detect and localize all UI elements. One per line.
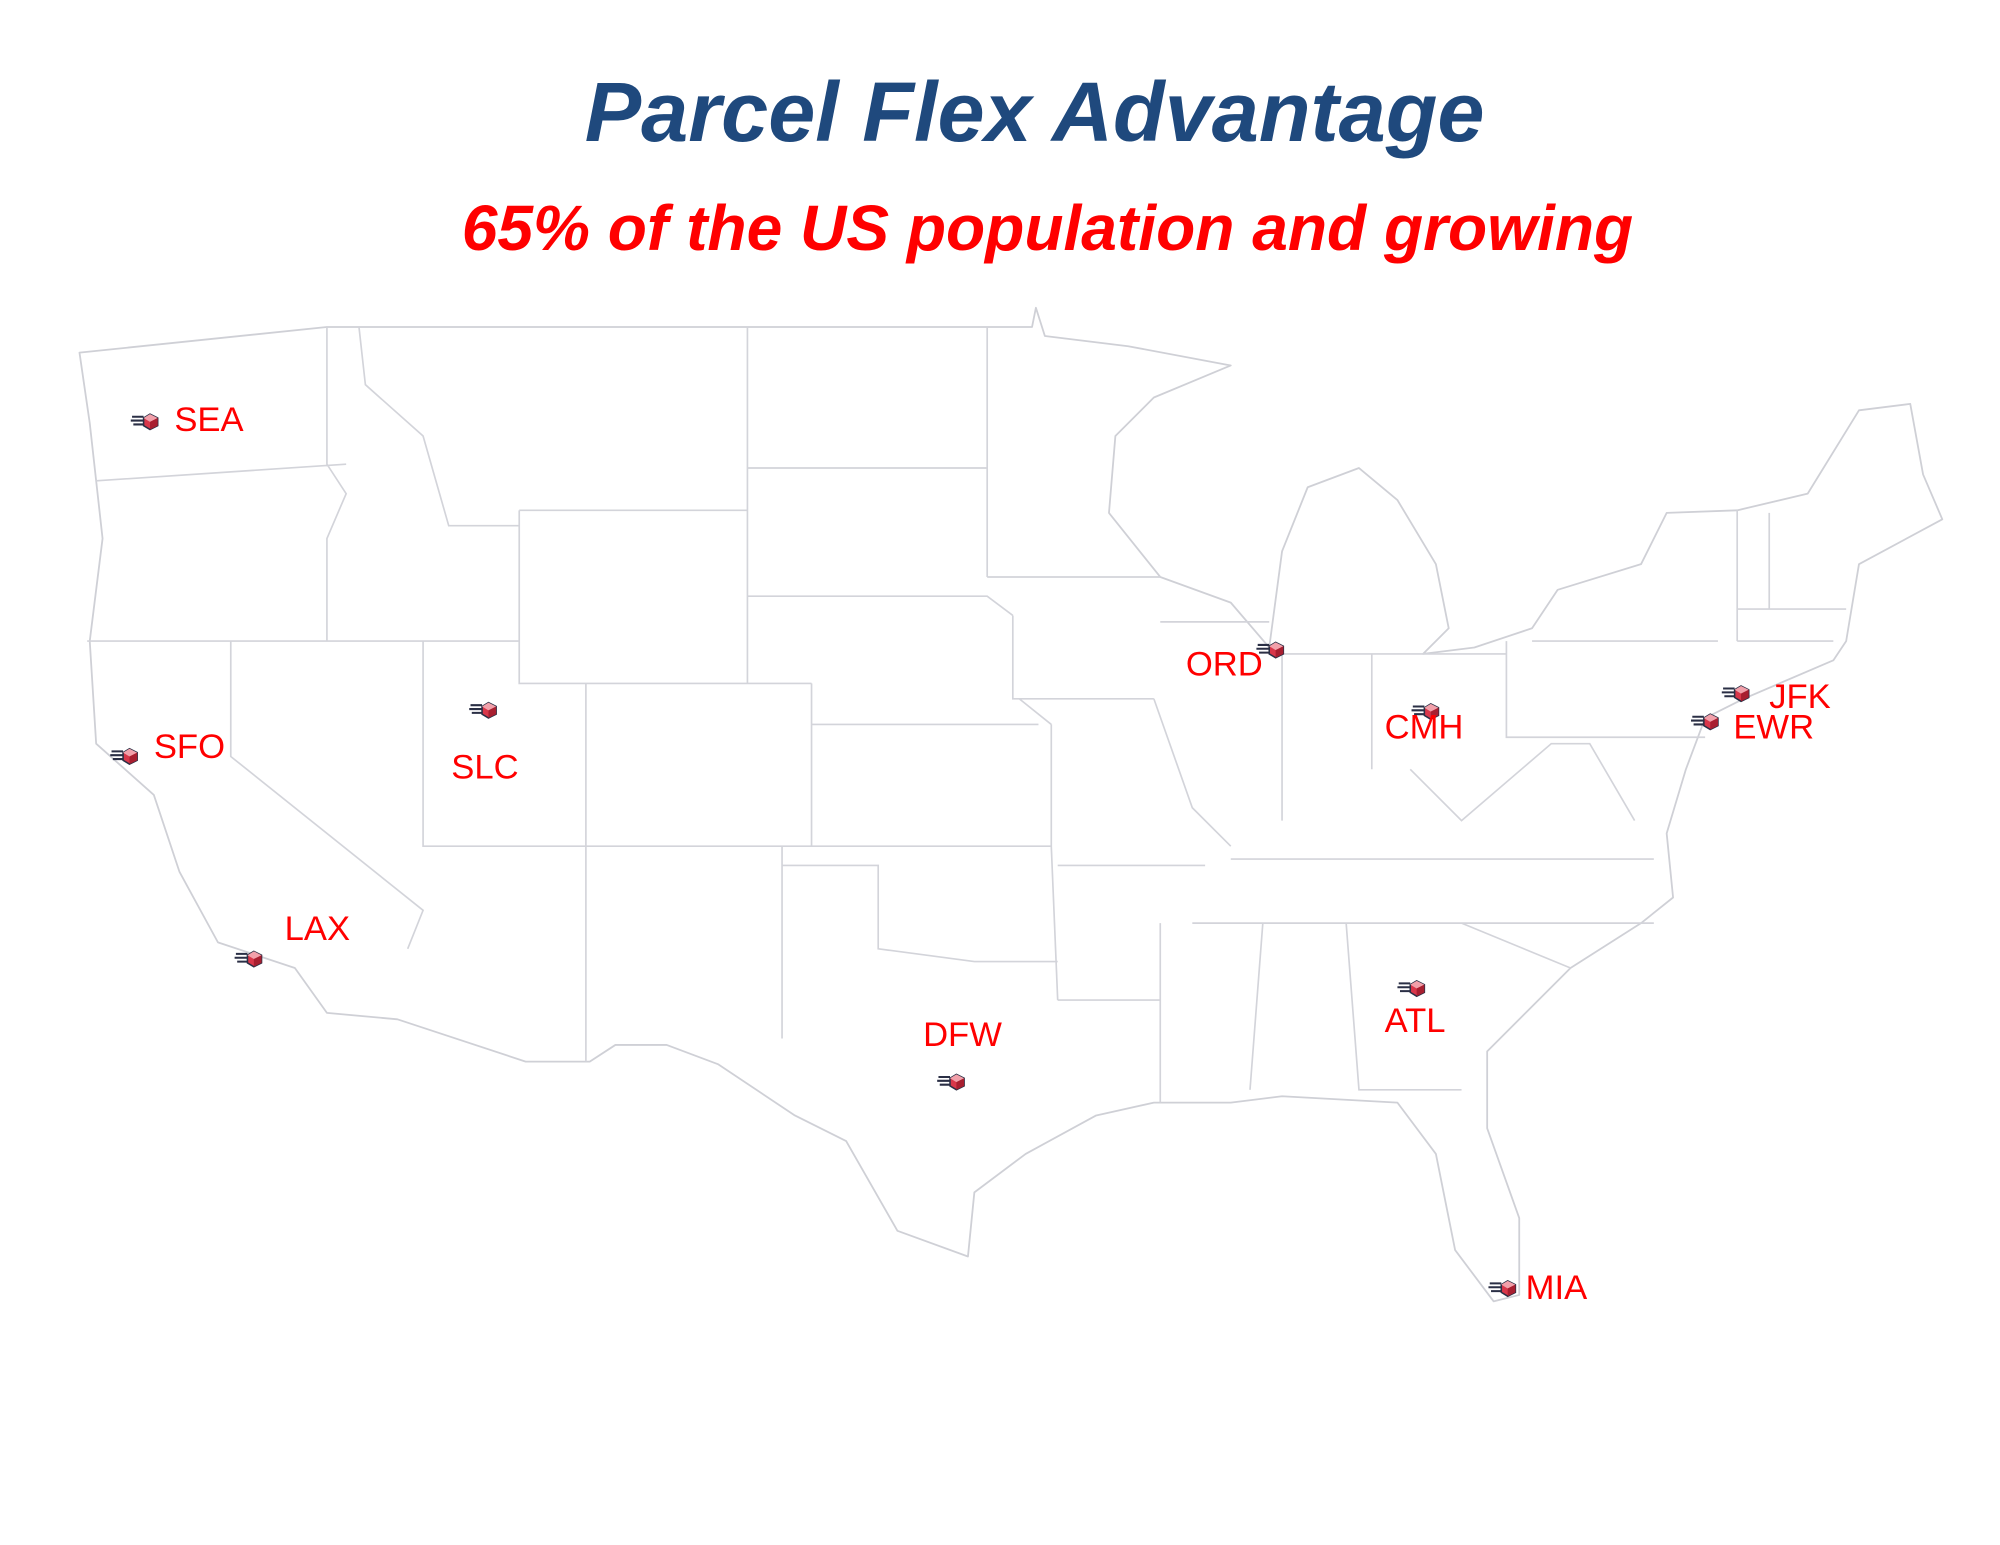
- state-borders: [87, 326, 1847, 1103]
- location-label-sfo: SFO: [154, 728, 225, 766]
- location-label-slc: SLC: [451, 748, 518, 786]
- location-label-cmh: CMH: [1385, 709, 1464, 747]
- location-label-lax: LAX: [285, 910, 350, 948]
- page-subtitle: 65% of the US population and growing: [462, 192, 1633, 264]
- location-label-sea: SEA: [174, 401, 244, 439]
- us-map: [78, 306, 1944, 1303]
- location-label-ewr: EWR: [1733, 709, 1814, 747]
- location-label-ord: ORD: [1186, 646, 1263, 684]
- location-label-mia: MIA: [1526, 1269, 1588, 1307]
- page-title: Parcel Flex Advantage: [585, 64, 1485, 159]
- location-markers: SEA SFO SLC LAX DFW ORD CMH ATL JFK EWR …: [109, 401, 1831, 1307]
- us-outline: [78, 306, 1944, 1303]
- location-label-jfk: JFK: [1769, 678, 1831, 716]
- location-label-atl: ATL: [1385, 1002, 1446, 1040]
- location-label-dfw: DFW: [923, 1016, 1002, 1054]
- parcel-box-icon[interactable]: [233, 950, 263, 968]
